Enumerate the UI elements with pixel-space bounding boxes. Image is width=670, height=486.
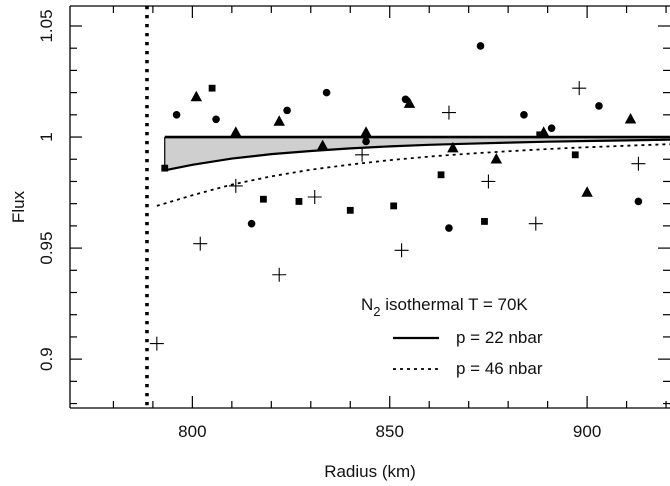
x-tick-label: 800 <box>178 422 206 441</box>
data-point-plus <box>572 81 587 96</box>
legend-label: p = 46 nbar <box>456 359 543 378</box>
data-point-circle <box>362 137 370 146</box>
data-point-triangle <box>624 112 637 124</box>
data-point-plus <box>631 156 646 171</box>
data-point-circle <box>520 111 528 119</box>
data-point-plus <box>149 336 164 351</box>
y-tick-label: 1.05 <box>37 9 56 42</box>
data-point-plus <box>355 147 370 162</box>
data-point-circle <box>595 102 603 110</box>
y-tick-label: 0.95 <box>37 232 56 265</box>
data-point-square <box>481 218 488 225</box>
data-point-triangle <box>581 186 593 197</box>
data-point-circle <box>172 111 181 119</box>
data-point-square <box>295 198 303 205</box>
data-point-circle <box>212 115 220 124</box>
model-curve-p46 <box>156 143 670 207</box>
data-point-square <box>260 195 267 203</box>
x-tick-label: 850 <box>376 422 404 441</box>
legend-title-main: N <box>361 295 373 314</box>
data-point-plus <box>441 105 456 120</box>
data-point-square <box>437 171 445 179</box>
data-point-circle <box>634 197 643 206</box>
legend-title: N2 isothermal T = 70K <box>361 295 528 319</box>
shaded-region <box>164 137 670 171</box>
data-point-plus <box>307 190 322 205</box>
legend-title-rest: isothermal T = 70K <box>381 295 529 314</box>
y-tick-label: 1 <box>37 132 56 141</box>
y-axis-title: Flux <box>9 190 28 223</box>
data-point-plus <box>272 267 287 282</box>
data-point-square <box>161 164 169 172</box>
data-point-plus <box>394 243 409 258</box>
data-point-square <box>208 84 216 92</box>
legend-title-subscript: 2 <box>373 304 380 319</box>
legend-label: p = 22 nbar <box>456 328 543 347</box>
x-axis-title: Radius (km) <box>324 462 416 481</box>
data-point-triangle <box>490 152 503 164</box>
data-point-circle <box>283 106 291 115</box>
data-point-triangle <box>316 139 329 151</box>
data-point-circle <box>322 88 331 97</box>
data-point-plus <box>193 236 208 251</box>
data-point-plus <box>481 174 496 189</box>
data-point-square <box>571 151 579 159</box>
data-point-triangle <box>273 115 285 126</box>
x-tick-label: 900 <box>573 422 601 441</box>
data-point-triangle <box>230 126 242 137</box>
data-point-triangle <box>537 126 550 137</box>
data-point-circle <box>445 224 453 232</box>
data-point-square <box>346 206 354 214</box>
data-point-triangle <box>403 97 416 108</box>
data-point-square <box>390 202 398 210</box>
data-point-circle <box>476 42 485 50</box>
data-point-triangle <box>190 90 203 102</box>
data-point-triangle <box>447 141 459 153</box>
model-curve-p22 <box>164 138 670 172</box>
data-point-plus <box>528 216 543 231</box>
data-point-triangle <box>360 126 372 137</box>
data-point-circle <box>547 124 556 132</box>
data-point-plus <box>228 178 243 193</box>
y-tick-label: 0.9 <box>37 347 56 371</box>
data-point-circle <box>247 219 256 228</box>
